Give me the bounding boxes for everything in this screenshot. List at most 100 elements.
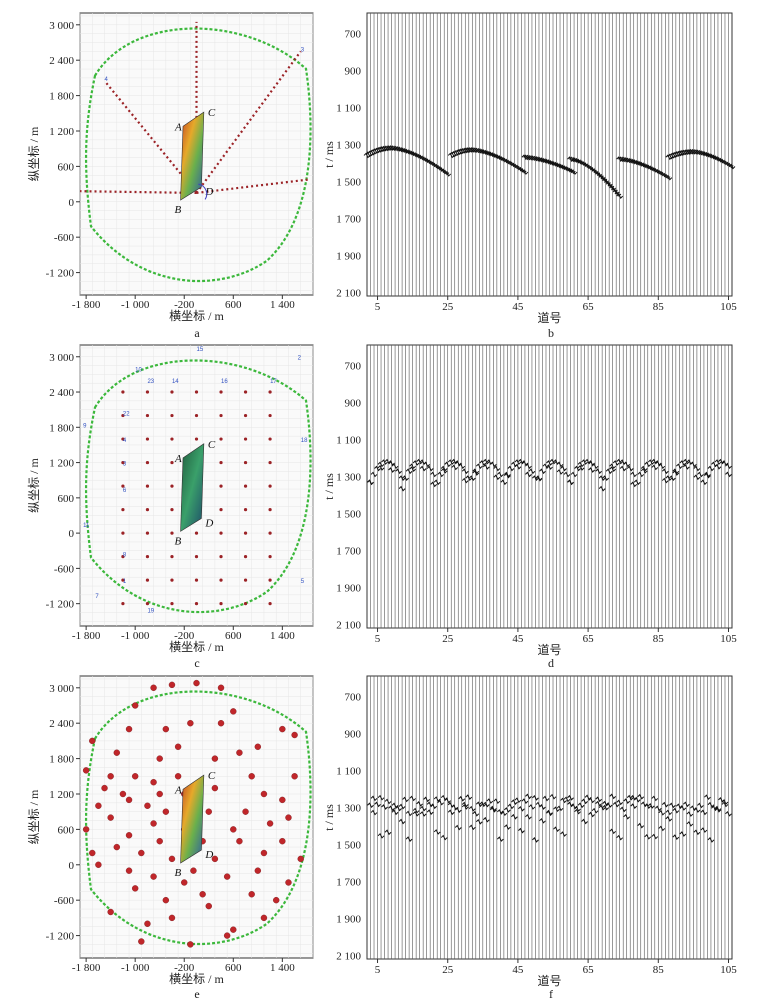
- station-point: [170, 390, 174, 394]
- random-station: [95, 861, 102, 868]
- random-station: [236, 749, 243, 756]
- picked-event: [482, 801, 490, 808]
- picked-event: [449, 151, 457, 158]
- picked-event: [493, 465, 501, 472]
- x-tick-label: -1 800: [72, 630, 101, 642]
- station-point: [194, 413, 199, 418]
- random-station: [107, 773, 114, 780]
- x-tick-label: -1 000: [121, 299, 150, 311]
- picked-event: [563, 796, 571, 803]
- picked-event: [468, 805, 476, 812]
- random-station: [125, 796, 133, 804]
- panel-e-map: -1 800 -1 000 -200 600 1 400 -1 200 -600 0 600 1 …: [27, 675, 314, 986]
- picked-event: [475, 818, 483, 825]
- x-axis-label: 横坐标 / m: [169, 309, 224, 323]
- picked-event: [700, 479, 708, 486]
- picked-event: [672, 807, 680, 814]
- picked-event: [626, 465, 634, 472]
- picked-event: [644, 833, 652, 840]
- y-axis-label: 纵坐标 / m: [27, 126, 41, 181]
- picked-event: [679, 831, 687, 837]
- picked-event: [725, 810, 732, 817]
- random-station: [279, 796, 286, 804]
- picked-event: [595, 800, 602, 807]
- random-station: [144, 802, 151, 809]
- picked-event: [409, 463, 416, 470]
- y-tick-label: 700: [345, 360, 362, 372]
- random-station: [291, 731, 298, 739]
- y-tick-label: -1 200: [46, 931, 75, 943]
- picked-event: [667, 153, 674, 160]
- picked-event: [504, 472, 511, 479]
- picked-event: [433, 829, 441, 835]
- random-station: [211, 755, 219, 762]
- station-point: [219, 578, 223, 582]
- x-tick-label: 5: [375, 301, 381, 313]
- random-station: [131, 702, 139, 709]
- picked-event: [412, 810, 420, 817]
- picked-event: [514, 459, 522, 465]
- picked-event: [609, 793, 617, 800]
- picked-event: [616, 834, 624, 841]
- y-tick-label: 1 300: [336, 139, 361, 151]
- y-tick-label: 2 100: [336, 287, 361, 299]
- picked-event: [370, 809, 378, 816]
- picked-event: [595, 468, 602, 475]
- picked-event: [598, 804, 606, 811]
- picked-event: [637, 793, 645, 800]
- y-tick-label: 3 000: [49, 20, 74, 32]
- x-axis-label: 道号: [537, 974, 561, 988]
- picked-event: [654, 805, 662, 812]
- picked-event: [447, 809, 455, 816]
- picked-event: [453, 150, 460, 156]
- station-point: [268, 531, 272, 535]
- picked-event: [398, 803, 406, 810]
- station-point: [170, 578, 174, 582]
- picked-event: [612, 189, 620, 195]
- picked-event: [398, 475, 406, 481]
- picked-event: [398, 485, 406, 492]
- picked-event: [640, 465, 648, 472]
- random-station: [150, 820, 157, 827]
- picked-event: [661, 801, 669, 808]
- station-label: 8: [123, 553, 127, 559]
- panel-b-traces: 5 25 45 65 85 105 700 900 1 100 1 300 1 500 1 700 1 …: [322, 12, 737, 325]
- picked-event: [482, 463, 490, 470]
- picked-event: [686, 821, 694, 827]
- picked-event: [560, 465, 567, 472]
- picked-event: [591, 463, 599, 470]
- picked-event: [598, 475, 606, 481]
- picked-event: [714, 463, 722, 470]
- panel-label-c: c: [194, 656, 199, 670]
- picked-event: [532, 475, 539, 481]
- station-point: [194, 602, 199, 606]
- picked-event: [525, 813, 532, 820]
- station-label: 1: [123, 579, 127, 585]
- picked-event: [518, 827, 525, 834]
- station-label: 3: [123, 462, 127, 468]
- station-label: 2: [298, 356, 302, 362]
- picked-event: [570, 471, 578, 478]
- picked-event: [630, 481, 638, 488]
- station-point: [219, 555, 223, 559]
- picked-event: [605, 468, 613, 475]
- random-station: [168, 681, 176, 689]
- picked-event: [514, 463, 522, 470]
- picked-event: [602, 800, 610, 807]
- y-tick-label: 1 100: [336, 434, 361, 446]
- picked-event: [707, 465, 715, 472]
- picked-event: [433, 479, 441, 486]
- picked-event: [588, 797, 595, 804]
- picked-event: [577, 465, 585, 471]
- picked-event: [647, 803, 655, 809]
- picked-event: [409, 466, 416, 472]
- station-point: [121, 484, 125, 488]
- picked-event: [630, 471, 638, 478]
- picked-event: [440, 834, 448, 841]
- picked-event: [468, 475, 476, 481]
- station-point: [243, 602, 248, 606]
- station-label: 15: [197, 347, 204, 353]
- picked-event: [475, 463, 483, 470]
- picked-event: [651, 795, 659, 802]
- picked-event: [482, 458, 490, 465]
